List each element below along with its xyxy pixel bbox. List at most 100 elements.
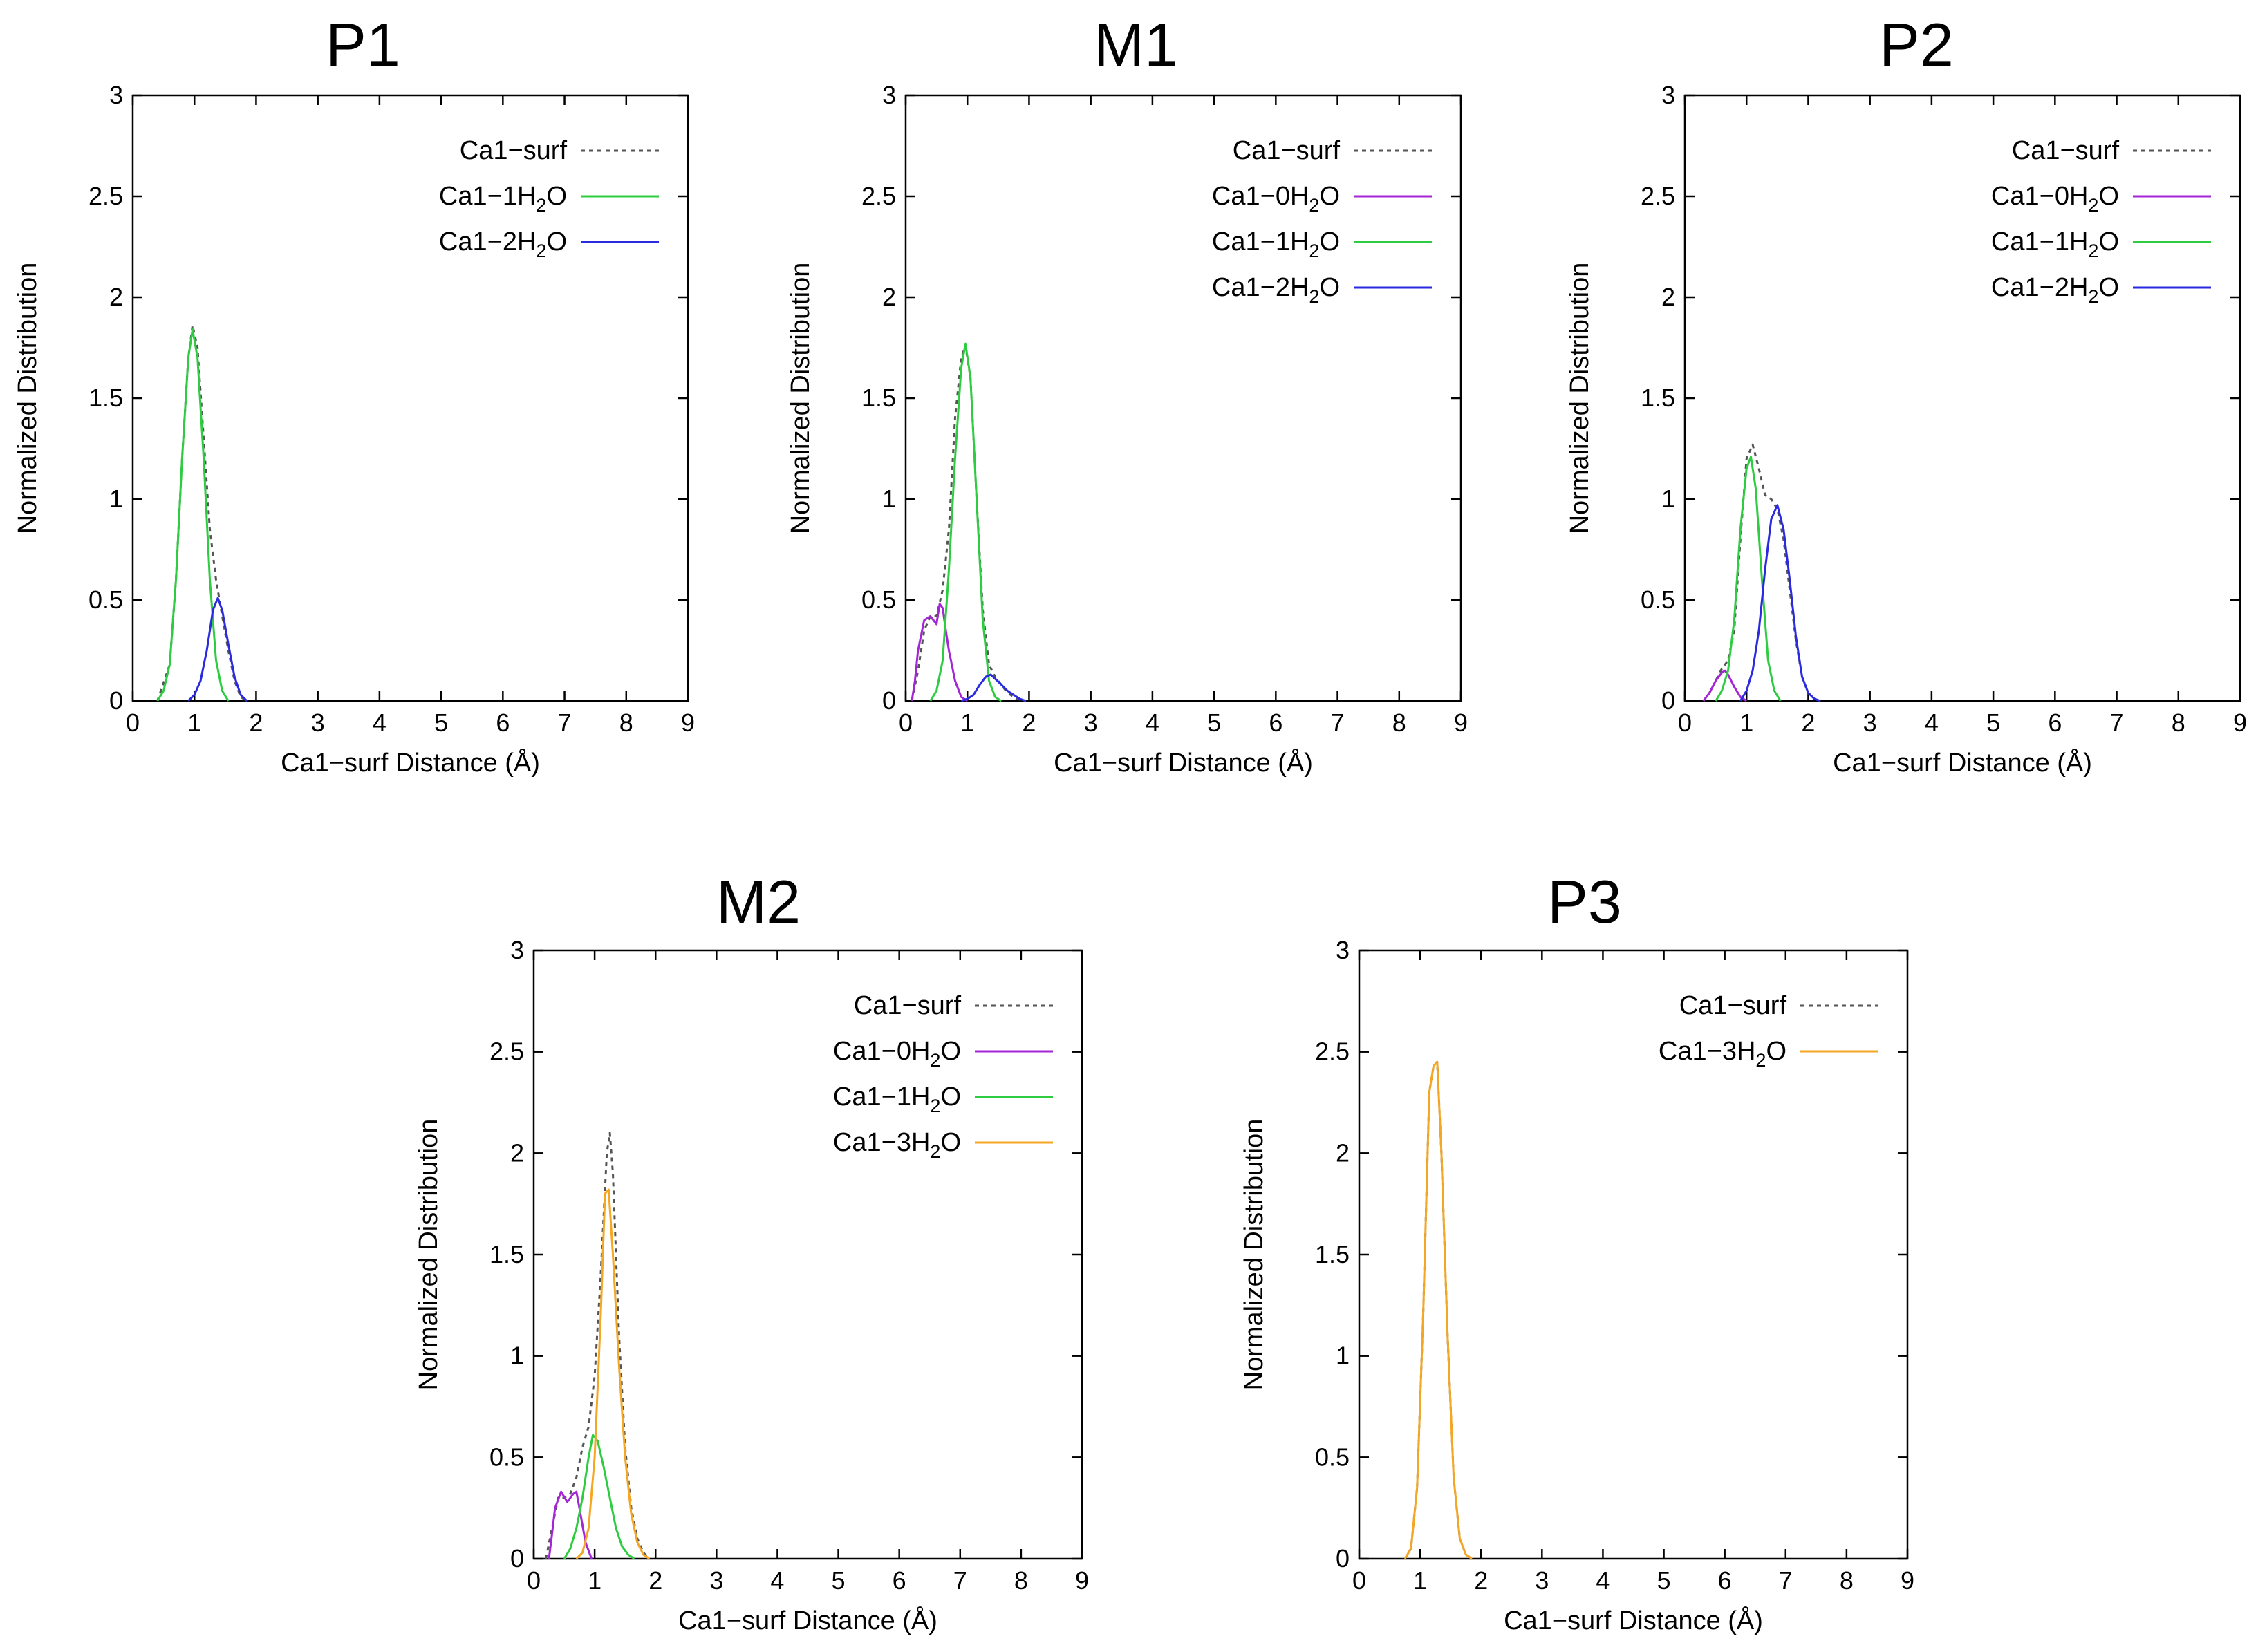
x-tick-label: 5 bbox=[434, 708, 448, 737]
y-tick-label: 2 bbox=[882, 283, 896, 311]
y-tick-label: 0.5 bbox=[861, 585, 896, 614]
series-line-ca1-surf bbox=[1403, 1060, 1473, 1560]
series-line-ca1-2h2o bbox=[1739, 504, 1821, 702]
x-tick-label: 7 bbox=[1331, 708, 1345, 737]
series-line-ca1-0h2o bbox=[911, 603, 969, 702]
y-tick-label: 1 bbox=[109, 485, 123, 513]
y-tick-label: 0.5 bbox=[1315, 1443, 1350, 1471]
x-tick-label: 2 bbox=[649, 1566, 662, 1595]
x-tick-label: 9 bbox=[681, 708, 695, 737]
series-line-ca1-1h2o bbox=[1715, 456, 1782, 702]
y-tick-label: 1 bbox=[510, 1342, 524, 1370]
plot-frame bbox=[1358, 949, 1909, 1560]
y-axis-label: Normalized Distribution bbox=[1565, 263, 1594, 534]
legend-label: Ca1−surf bbox=[2012, 136, 2120, 165]
plot-frame bbox=[904, 94, 1462, 702]
chart-title: P3 bbox=[1547, 867, 1622, 936]
x-tick-label: 4 bbox=[1925, 708, 1939, 737]
series-line-ca1-2h2o bbox=[960, 673, 1027, 702]
x-tick-label: 9 bbox=[1454, 708, 1468, 737]
legend-label: Ca1−3H2O bbox=[833, 1128, 961, 1162]
legend-label: Ca1−3H2O bbox=[1659, 1037, 1786, 1071]
chart-panel-m2: M2 0 1 2 3 4 5 6 7 8 9 0 0.5 1 1.5 2 2.5 3 Ca1−surf Distan… bbox=[414, 867, 1089, 1635]
y-tick-label: 2 bbox=[109, 283, 123, 311]
legend-label: Ca1−1H2O bbox=[1991, 227, 2119, 261]
x-tick-label: 4 bbox=[1596, 1566, 1610, 1595]
y-tick-label: 1.5 bbox=[88, 384, 123, 412]
legend-label: Ca1−1H2O bbox=[1212, 227, 1340, 261]
x-tick-label: 0 bbox=[126, 708, 140, 737]
legend-label: Ca1−2H2O bbox=[1991, 273, 2119, 307]
x-tick-label: 0 bbox=[1678, 708, 1692, 737]
x-tick-label: 5 bbox=[1207, 708, 1221, 737]
series-line-ca1-3h2o bbox=[1403, 1060, 1473, 1560]
x-tick-label: 3 bbox=[1863, 708, 1877, 737]
series-line-ca1-surf bbox=[545, 1132, 651, 1560]
y-tick-label: 1 bbox=[1661, 485, 1675, 513]
legend-label: Ca1−surf bbox=[1233, 136, 1341, 165]
y-axis-label: Normalized Distribution bbox=[13, 263, 42, 534]
x-tick-label: 5 bbox=[832, 1566, 846, 1595]
y-tick-label: 1 bbox=[882, 485, 896, 513]
y-tick-label: 1.5 bbox=[861, 384, 896, 412]
chart-title: M1 bbox=[1094, 10, 1178, 79]
x-tick-label: 7 bbox=[558, 708, 572, 737]
x-tick-label: 3 bbox=[1535, 1566, 1549, 1595]
y-tick-label: 2.5 bbox=[489, 1038, 524, 1066]
y-tick-label: 1 bbox=[1336, 1342, 1350, 1370]
plot-frame bbox=[1683, 94, 2241, 702]
y-tick-label: 3 bbox=[510, 936, 524, 964]
x-tick-label: 2 bbox=[249, 708, 263, 737]
y-tick-label: 2 bbox=[510, 1138, 524, 1167]
x-tick-label: 0 bbox=[899, 708, 913, 737]
y-tick-label: 2.5 bbox=[1641, 182, 1675, 210]
chart-title: M2 bbox=[716, 867, 801, 936]
x-tick-label: 8 bbox=[1392, 708, 1406, 737]
x-tick-label: 6 bbox=[893, 1566, 906, 1595]
x-tick-label: 1 bbox=[960, 708, 974, 737]
y-tick-label: 1.5 bbox=[1315, 1240, 1350, 1268]
x-tick-label: 4 bbox=[373, 708, 386, 737]
x-tick-label: 8 bbox=[2172, 708, 2185, 737]
x-tick-label: 7 bbox=[2110, 708, 2124, 737]
series-line-ca1-1h2o bbox=[929, 342, 1002, 702]
y-tick-label: 0.5 bbox=[489, 1443, 524, 1471]
y-tick-label: 3 bbox=[1336, 936, 1350, 964]
x-axis-label: Ca1−surf Distance (Å) bbox=[281, 747, 540, 778]
x-tick-label: 6 bbox=[2048, 708, 2062, 737]
x-tick-label: 3 bbox=[709, 1566, 723, 1595]
y-tick-label: 1.5 bbox=[489, 1240, 524, 1268]
x-tick-label: 7 bbox=[1779, 1566, 1793, 1595]
x-tick-label: 2 bbox=[1474, 1566, 1488, 1595]
x-tick-label: 3 bbox=[311, 708, 325, 737]
chart-panel-p3: P3 0 1 2 3 4 5 6 7 8 9 0 0.5 1 1.5 2 2.5 3 Ca1−surf Distan… bbox=[1240, 867, 1914, 1635]
x-tick-label: 6 bbox=[496, 708, 510, 737]
x-tick-label: 4 bbox=[1146, 708, 1159, 737]
x-tick-label: 5 bbox=[1986, 708, 2000, 737]
y-tick-label: 2.5 bbox=[861, 182, 896, 210]
x-tick-label: 5 bbox=[1657, 1566, 1671, 1595]
y-tick-label: 3 bbox=[882, 81, 896, 109]
y-tick-label: 0.5 bbox=[88, 585, 123, 614]
series-line-ca1-surf bbox=[911, 344, 1027, 702]
series-line-ca1-3h2o bbox=[575, 1188, 651, 1560]
chart-panel-p1: P1 0 1 2 3 4 5 6 7 8 9 0 0.5 1 1.5 2 2.5 3 Ca1−surf Distan… bbox=[13, 10, 695, 778]
x-tick-label: 9 bbox=[1901, 1566, 1914, 1595]
x-tick-label: 6 bbox=[1718, 1566, 1732, 1595]
y-tick-label: 0 bbox=[109, 686, 123, 715]
x-tick-label: 0 bbox=[527, 1566, 541, 1595]
x-tick-label: 1 bbox=[1739, 708, 1753, 737]
y-axis-label: Normalized Distribution bbox=[414, 1119, 443, 1391]
x-tick-label: 6 bbox=[1269, 708, 1282, 737]
legend-label: Ca1−1H2O bbox=[439, 182, 567, 216]
x-tick-label: 2 bbox=[1801, 708, 1815, 737]
series-line-ca1-surf bbox=[156, 324, 248, 702]
legend-label: Ca1−2H2O bbox=[439, 227, 567, 261]
x-tick-label: 1 bbox=[588, 1566, 601, 1595]
x-axis-label: Ca1−surf Distance (Å) bbox=[678, 1605, 937, 1635]
x-axis-label: Ca1−surf Distance (Å) bbox=[1833, 747, 2092, 778]
legend-label: Ca1−1H2O bbox=[833, 1082, 961, 1116]
series-line-ca1-1h2o bbox=[563, 1434, 635, 1560]
y-tick-label: 2 bbox=[1336, 1138, 1350, 1167]
series-line-ca1-0h2o bbox=[1702, 669, 1748, 702]
